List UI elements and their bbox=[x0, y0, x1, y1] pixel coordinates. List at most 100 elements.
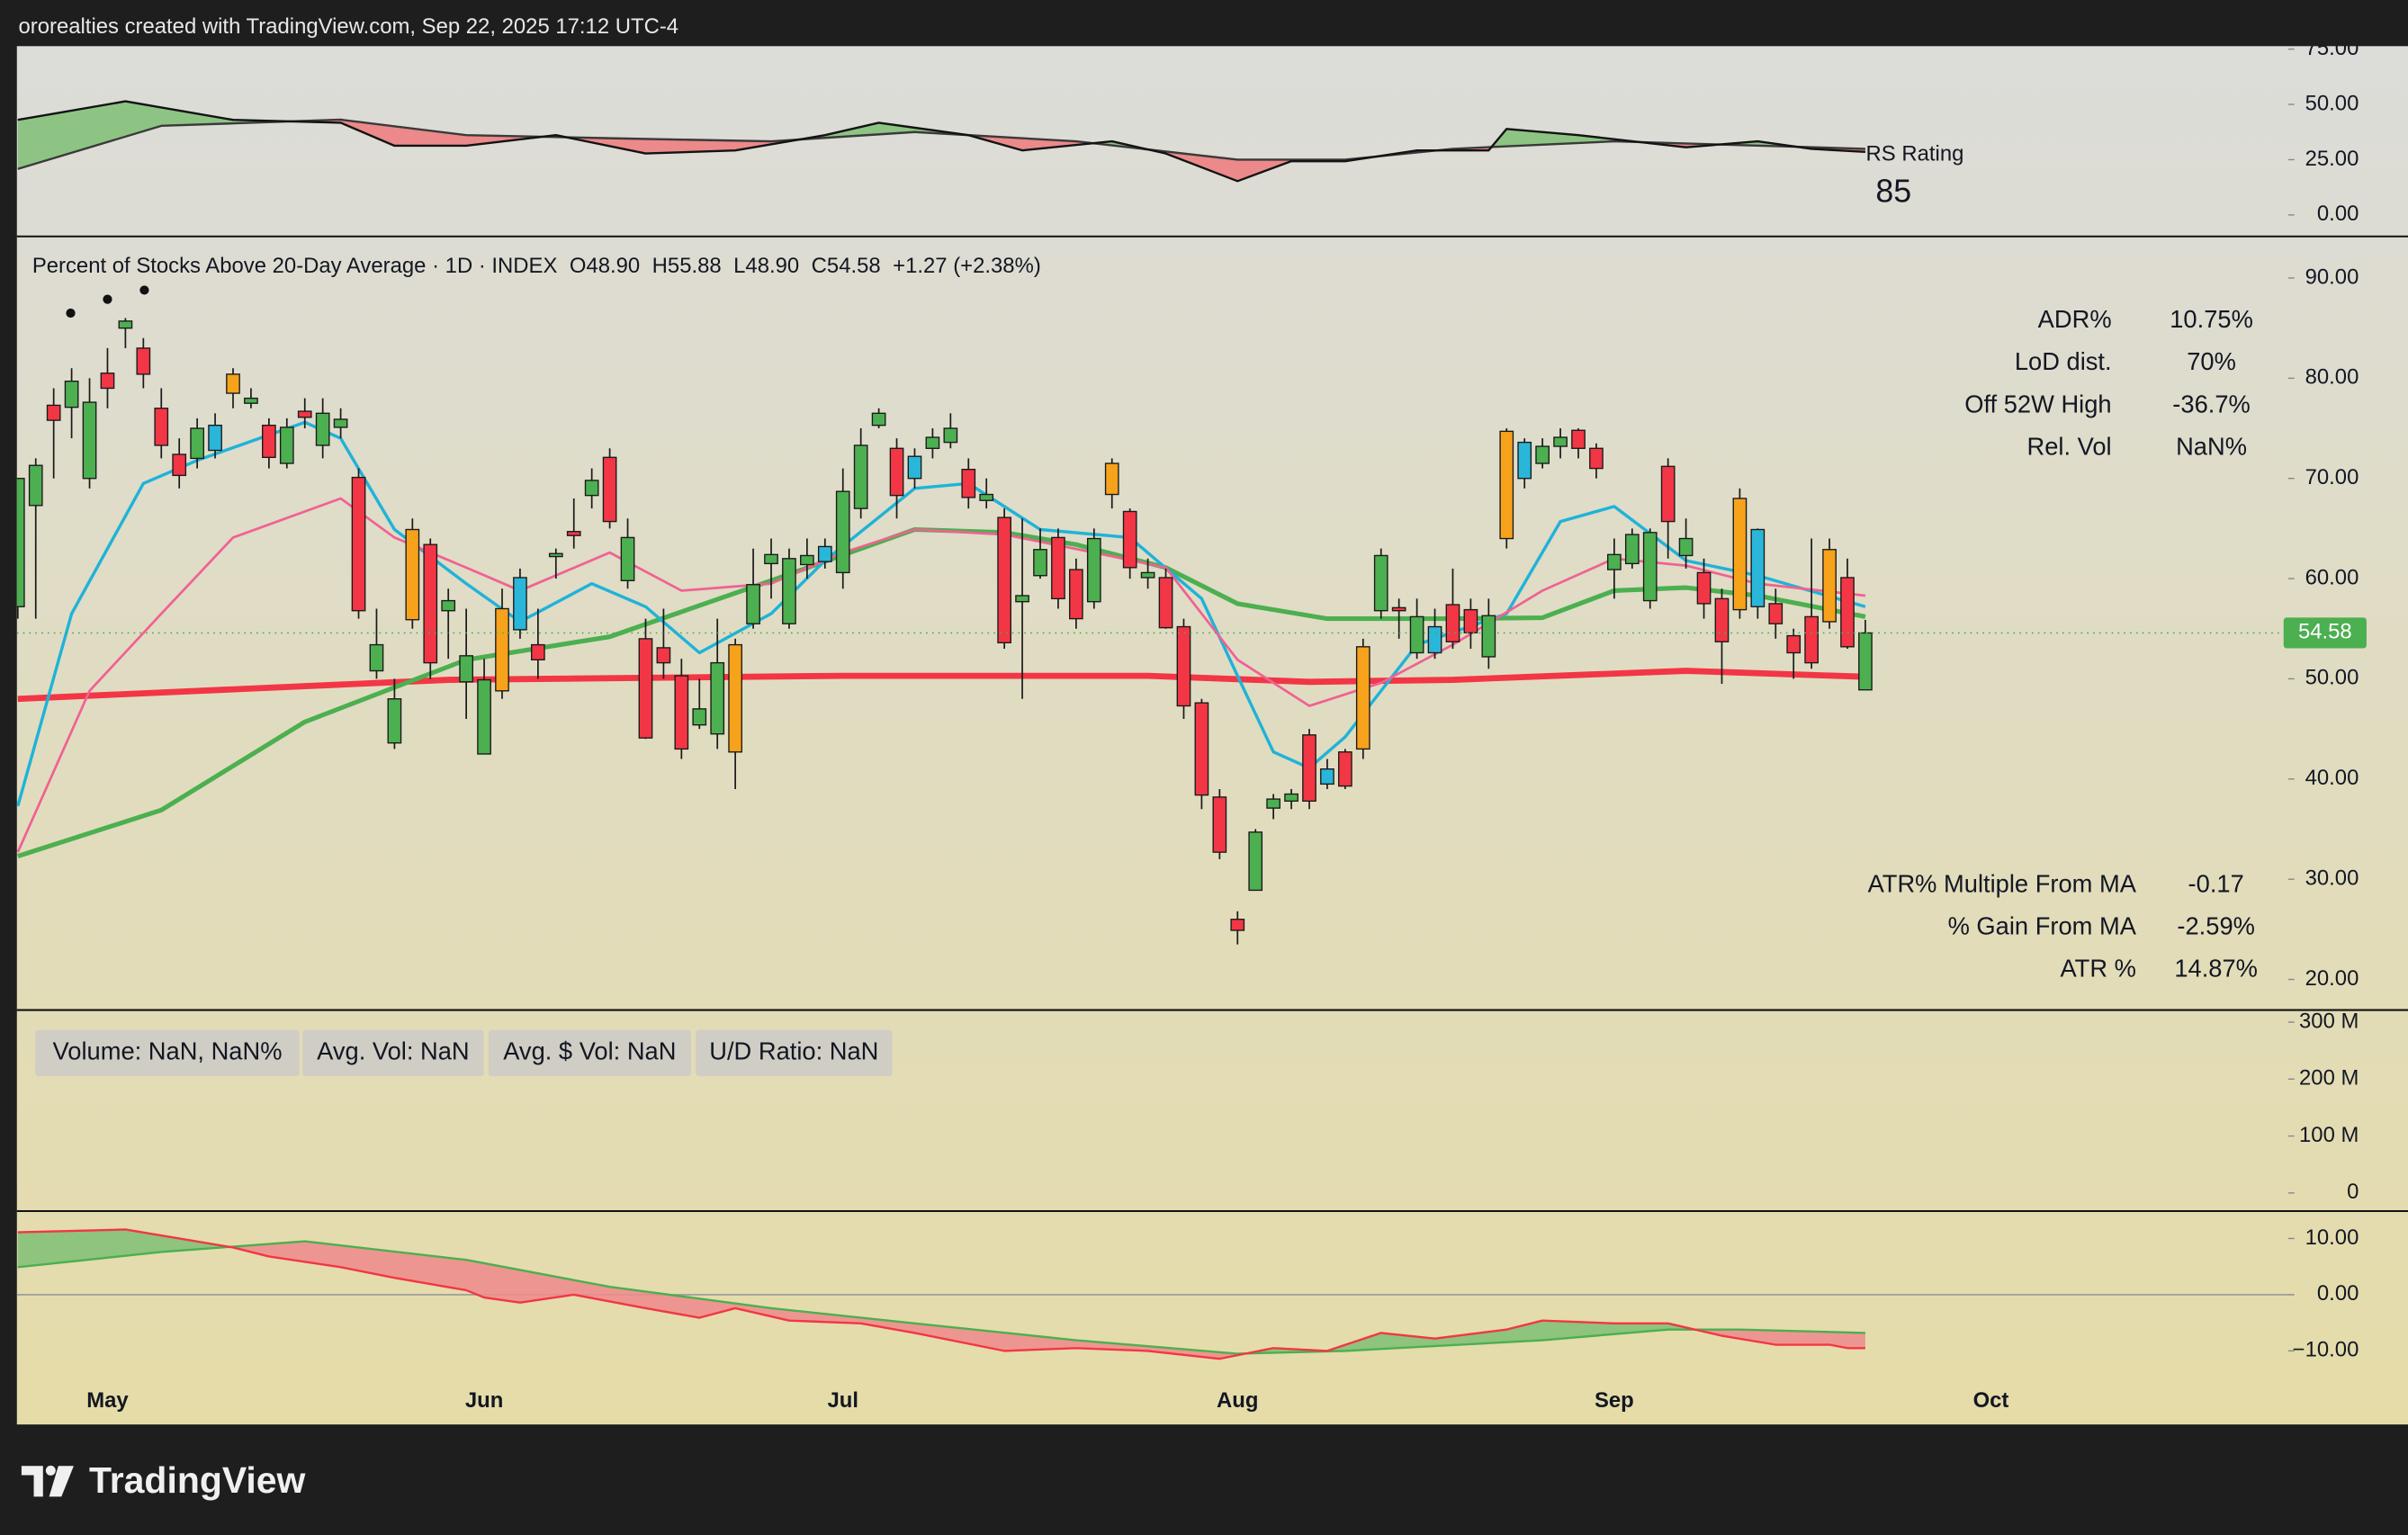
info-box bbox=[488, 1029, 691, 1076]
candle-body bbox=[262, 425, 276, 459]
stat-value: 70% bbox=[2187, 347, 2236, 375]
y-axis: −10.00 0.00 10.00 bbox=[16, 1225, 2359, 1362]
line bbox=[17, 668, 1866, 703]
rs-rating: 85 bbox=[1875, 173, 1911, 209]
candle-body bbox=[782, 558, 796, 624]
low-value: L48.90 bbox=[733, 254, 799, 278]
candle-body bbox=[1607, 553, 1622, 570]
brand-logo bbox=[21, 1465, 74, 1497]
stat-label: ATR% Multiple From MA bbox=[1868, 870, 2137, 898]
y-tick-label: 25.00 bbox=[2305, 147, 2359, 171]
candle-body bbox=[817, 545, 832, 562]
stat-value: -0.17 bbox=[2188, 870, 2244, 898]
candle-body bbox=[1714, 597, 1730, 642]
candle-body bbox=[566, 531, 581, 536]
candle-body bbox=[1338, 751, 1352, 787]
candle-body bbox=[1086, 537, 1101, 603]
candle-body bbox=[620, 536, 635, 581]
candle-body bbox=[997, 516, 1011, 644]
candle-body bbox=[674, 675, 689, 750]
x-tick-label: Oct bbox=[1973, 1388, 2009, 1413]
candle-body bbox=[800, 554, 814, 566]
stat-value: NaN% bbox=[2176, 433, 2247, 461]
x-tick-label: Aug bbox=[1217, 1388, 1258, 1413]
candle-body bbox=[1069, 569, 1083, 620]
y-tick-label: 200 M bbox=[2299, 1066, 2359, 1091]
candle-body bbox=[100, 373, 115, 390]
fill-area bbox=[229, 1241, 1243, 1360]
x-tick-label: Sep bbox=[1595, 1388, 1634, 1413]
candle-body bbox=[728, 643, 742, 753]
line bbox=[16, 420, 1866, 807]
candle-body bbox=[764, 553, 778, 565]
info-box-label: Avg. Vol: NaN bbox=[317, 1037, 469, 1065]
line bbox=[17, 1228, 1865, 1360]
stat-label: Off 52W High bbox=[1964, 390, 2111, 417]
indicator-label: RS Rating bbox=[1866, 142, 1964, 166]
x-tick-label: Jul bbox=[827, 1388, 858, 1413]
stat-label: % Gain From MA bbox=[1948, 911, 2137, 939]
dot bbox=[103, 294, 112, 304]
candle-body bbox=[279, 426, 294, 464]
y-tick-label: 20.00 bbox=[2305, 966, 2359, 991]
dot bbox=[139, 285, 149, 295]
candle-body bbox=[889, 447, 904, 497]
line bbox=[16, 497, 1866, 853]
y-tick-label: 0.00 bbox=[2317, 1281, 2359, 1306]
candle-body bbox=[907, 455, 922, 480]
candle-body bbox=[1212, 796, 1227, 853]
candle-body bbox=[1624, 534, 1640, 565]
candle-body bbox=[1302, 734, 1316, 802]
y-tick-label: 0 bbox=[2347, 1180, 2359, 1204]
fill-area bbox=[1242, 1320, 1695, 1355]
chart-title: Percent of Stocks Above 20-Day Average ·… bbox=[32, 254, 558, 278]
candle-body bbox=[1517, 441, 1532, 480]
candle-body bbox=[369, 643, 384, 672]
info-box bbox=[696, 1029, 893, 1076]
fill-area bbox=[797, 122, 969, 140]
candle-body bbox=[1463, 608, 1478, 633]
candle-body bbox=[1409, 615, 1424, 654]
high-value: H55.88 bbox=[652, 254, 722, 278]
candle-body bbox=[513, 577, 527, 631]
logo-mark bbox=[45, 1465, 56, 1476]
indicator-pane bbox=[17, 100, 1866, 183]
open-value: O48.90 bbox=[570, 254, 640, 278]
y-tick-label: 40.00 bbox=[2305, 766, 2359, 790]
candle-body bbox=[387, 698, 402, 744]
candle-body bbox=[64, 381, 79, 408]
stat-label: ATR % bbox=[2060, 954, 2135, 982]
candle-body bbox=[692, 708, 707, 726]
y-tick-label: 50.00 bbox=[2305, 666, 2359, 690]
candle-body bbox=[835, 490, 850, 574]
y-tick-label: 60.00 bbox=[2305, 565, 2359, 589]
candle-body bbox=[746, 584, 760, 624]
candle-body bbox=[710, 661, 725, 735]
candle-body bbox=[1320, 768, 1334, 785]
candle-body bbox=[1373, 554, 1388, 612]
candle-body bbox=[871, 412, 886, 426]
y-tick-label: 0.00 bbox=[2317, 202, 2359, 226]
y-tick-label: 50.00 bbox=[2305, 91, 2359, 115]
candle-body bbox=[548, 552, 563, 558]
info-box bbox=[35, 1029, 300, 1076]
candle-body bbox=[1158, 577, 1173, 629]
candle-body bbox=[226, 373, 240, 394]
candle-body bbox=[477, 678, 491, 755]
stat-label: ADR% bbox=[2038, 305, 2112, 333]
candle-body bbox=[961, 469, 976, 498]
candle-body bbox=[1033, 549, 1047, 577]
info-box-label: Avg. $ Vol: NaN bbox=[503, 1037, 676, 1065]
candle-body bbox=[1051, 536, 1065, 600]
stat-label: Rel. Vol bbox=[2027, 433, 2112, 461]
candle-body bbox=[1553, 436, 1568, 447]
line bbox=[17, 1240, 1865, 1355]
y-tick-label: 80.00 bbox=[2305, 365, 2359, 390]
header-bar bbox=[0, 0, 2408, 47]
y-tick-label: 10.00 bbox=[2305, 1225, 2359, 1250]
candle-body bbox=[315, 412, 330, 446]
candle-body bbox=[638, 638, 653, 739]
y-tick-label: 300 M bbox=[2299, 1009, 2359, 1033]
stat-value: 10.75% bbox=[2170, 305, 2253, 333]
